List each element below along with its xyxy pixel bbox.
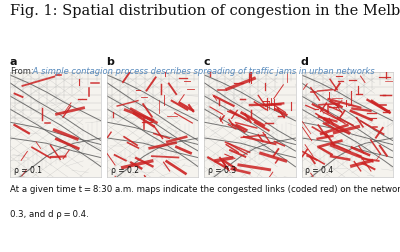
- Text: ρ = 0.2: ρ = 0.2: [111, 166, 139, 175]
- Text: Fig. 1: Spatial distribution of congestion in the Melbourne network.: Fig. 1: Spatial distribution of congesti…: [10, 4, 400, 18]
- Text: From:: From:: [10, 67, 34, 76]
- Text: ρ = 0.4: ρ = 0.4: [305, 166, 333, 175]
- Text: At a given time t = 8:30 a.m. maps indicate the congested links (coded red) on t: At a given time t = 8:30 a.m. maps indic…: [10, 184, 400, 193]
- Text: b: b: [106, 57, 114, 67]
- Text: ρ = 0.3: ρ = 0.3: [208, 166, 236, 175]
- Text: d: d: [301, 57, 308, 67]
- Text: 0.3, and d ρ = 0.4.: 0.3, and d ρ = 0.4.: [10, 209, 89, 218]
- Text: c: c: [204, 57, 210, 67]
- Text: a: a: [9, 57, 16, 67]
- Text: ρ = 0.1: ρ = 0.1: [14, 166, 42, 175]
- Text: A simple contagion process describes spreading of traffic jams in urban networks: A simple contagion process describes spr…: [30, 67, 375, 76]
